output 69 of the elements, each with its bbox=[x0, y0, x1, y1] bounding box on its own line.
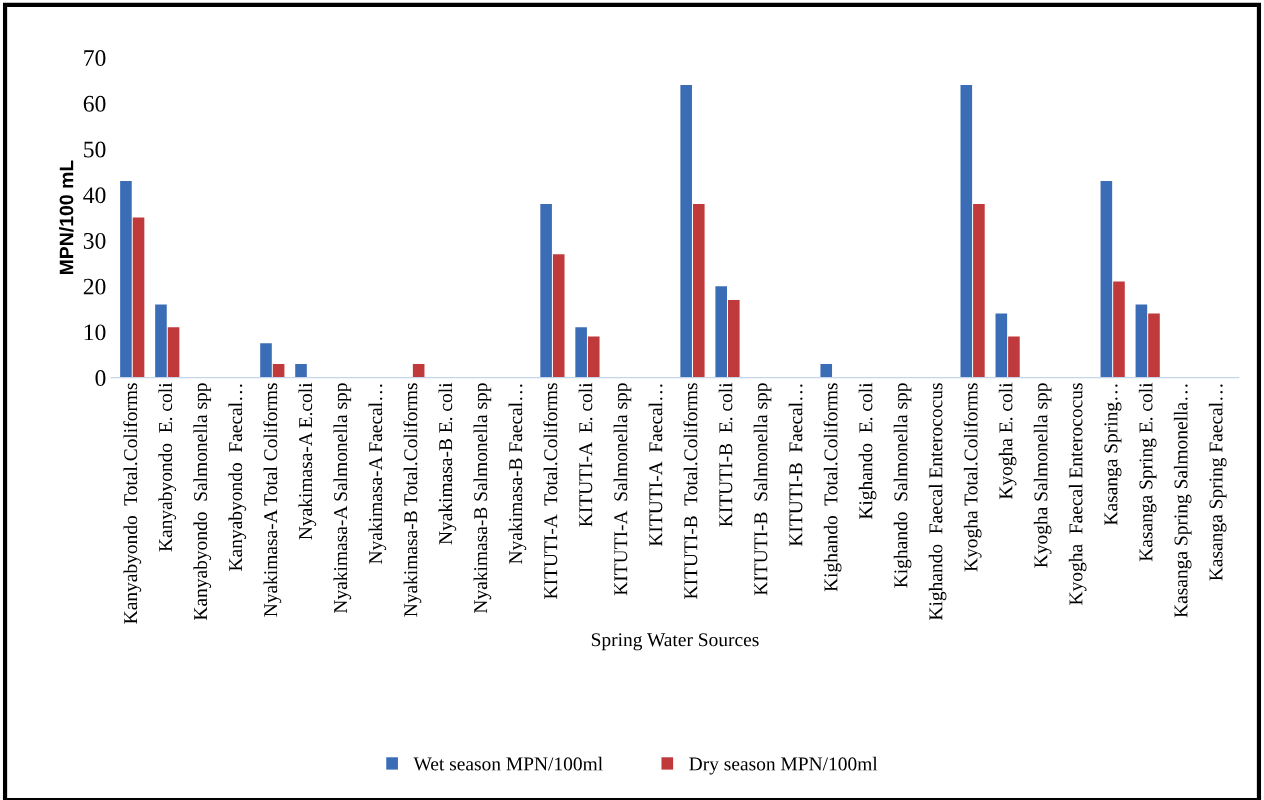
bar bbox=[575, 327, 587, 378]
bar bbox=[167, 327, 180, 378]
y-tick-label: 10 bbox=[84, 324, 106, 341]
bar bbox=[973, 203, 985, 378]
x-tick-label: Kasanga Spring… bbox=[1104, 384, 1122, 526]
x-tick-label: Kighando Salmonella spp bbox=[893, 383, 912, 588]
y-tick-label: 70 bbox=[84, 50, 106, 67]
x-tick-label: Nyakimasa-A E.coli bbox=[298, 382, 317, 540]
bar bbox=[540, 203, 552, 378]
x-tick-label: KITUTI-B Total.Coliforms bbox=[683, 383, 698, 599]
bar bbox=[692, 203, 705, 378]
x-tick-label: Kyogha Total.Coliforms bbox=[963, 383, 982, 572]
x-tick-label: Kighando Faecal Enterococus bbox=[928, 383, 947, 621]
y-tick-label: 40 bbox=[83, 187, 106, 204]
x-tick-label: Nyakimasa-B Total.Coliforms bbox=[403, 383, 422, 617]
bar bbox=[272, 363, 285, 378]
legend-label: Wet season MPN/100ml bbox=[413, 756, 603, 771]
bar bbox=[155, 304, 167, 378]
bar bbox=[995, 313, 1008, 378]
x-tick-label: KITUTI-B Salmonella spp bbox=[753, 383, 772, 596]
x-tick-label: Nyakimasa-B Salmonella spp bbox=[473, 383, 492, 614]
x-tick-label: KITUTI-B Faecal… bbox=[788, 384, 803, 547]
x-tick-label: KITUTI-A E. coli bbox=[578, 382, 593, 527]
y-axis-title: MPN/100 mL bbox=[59, 160, 74, 275]
bar bbox=[260, 343, 272, 378]
x-tick-label: Kasanga Spring Salmonella… bbox=[1173, 384, 1192, 618]
x-tick-label: Nyakimasa-A Salmonella spp bbox=[333, 383, 352, 614]
bar bbox=[820, 363, 833, 378]
x-tick-label: Nyakimasa-A Total Coliforms bbox=[263, 383, 282, 617]
y-tick-label: 0 bbox=[95, 370, 106, 387]
y-tick-label: 20 bbox=[83, 278, 106, 295]
bar bbox=[552, 254, 565, 378]
x-tick-label: KITUTI-A Salmonella spp bbox=[613, 383, 632, 596]
bar bbox=[1135, 304, 1148, 378]
x-axis-title: Spring Water Sources bbox=[591, 633, 759, 651]
bar bbox=[120, 181, 132, 378]
x-tick-label: Kasanga Spring E. coli bbox=[1138, 382, 1157, 562]
x-tick-label: Kyogha Faecal Enterococus bbox=[1068, 383, 1087, 605]
legend-label: Dry season MPN/100ml bbox=[689, 756, 878, 775]
bar bbox=[960, 85, 973, 378]
bar bbox=[132, 217, 145, 378]
bar bbox=[680, 85, 692, 378]
bar bbox=[715, 286, 727, 378]
bar bbox=[1008, 336, 1020, 378]
bar bbox=[1100, 181, 1113, 378]
x-tick-label: Kyogha Salmonella spp bbox=[1033, 383, 1052, 568]
x-tick-label: Kanyabyondo Salmonella spp bbox=[193, 383, 212, 621]
x-tick-label: KITUTI-B E. coli bbox=[718, 382, 733, 527]
bar bbox=[1113, 281, 1125, 378]
x-tick-label: KITUTI-A Faecal… bbox=[648, 384, 663, 547]
bar bbox=[1148, 313, 1160, 378]
x-tick-label: Nyakimasa-B E. coli bbox=[438, 382, 457, 545]
bar bbox=[728, 299, 740, 378]
bar bbox=[412, 363, 425, 378]
x-tick-label: Nyakimasa-B Faecal… bbox=[508, 384, 527, 564]
x-tick-label: Kasanga Spring Faecal… bbox=[1208, 384, 1227, 581]
x-tick-label: Nyakimasa-A Faecal… bbox=[368, 384, 387, 564]
y-tick-label: 30 bbox=[83, 232, 106, 249]
x-tick-label: Kanyabyondo Total.Coliforms bbox=[123, 383, 142, 624]
x-tick-label: Kighando Total.Coliforms bbox=[823, 383, 842, 592]
x-tick-label: Kanyabyondo Faecal… bbox=[228, 384, 247, 571]
bar bbox=[295, 363, 307, 378]
y-tick-label: 50 bbox=[84, 141, 106, 158]
x-tick-label: KITUTI-A Total.Coliforms bbox=[543, 383, 558, 599]
bar bbox=[587, 336, 600, 378]
x-tick-label: Kighando E. coli bbox=[858, 382, 877, 520]
x-tick-label: Kyogha E. coli bbox=[998, 382, 1017, 500]
x-tick-label: Kanyabyondo E. coli bbox=[158, 382, 177, 552]
y-tick-label: 60 bbox=[83, 95, 106, 112]
